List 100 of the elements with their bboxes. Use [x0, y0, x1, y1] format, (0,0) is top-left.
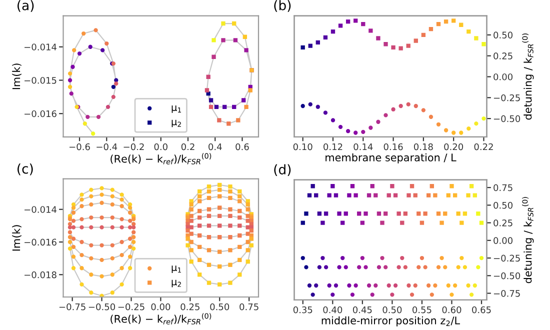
point [370, 292, 374, 297]
y2-tick-label: 0.50 [494, 202, 512, 209]
y2-tick-label: −0.50 [494, 115, 520, 122]
point [430, 184, 434, 188]
point [476, 212, 480, 216]
point [304, 265, 308, 270]
point [472, 193, 477, 198]
point [456, 212, 460, 216]
y-tick-label: −0.018 [24, 271, 56, 278]
point [337, 212, 342, 216]
point [476, 265, 480, 270]
chart-title: (c) [18, 164, 33, 176]
point [304, 212, 308, 216]
point [324, 265, 328, 270]
y2-tick-label: 0.25 [494, 52, 512, 60]
y-axis-title: Im(k) [12, 64, 22, 90]
point [380, 220, 384, 225]
point [400, 256, 404, 260]
y-tick-label: −0.016 [24, 110, 56, 118]
y2-tick-label: 0.00 [494, 237, 512, 244]
line-series [69, 30, 117, 134]
y-tick-label: −0.014 [24, 206, 56, 213]
point [340, 256, 345, 260]
x-tick-label: 0.75 [240, 303, 258, 310]
point [410, 292, 414, 297]
point [456, 265, 460, 270]
x-tick-label: 0.25 [180, 303, 200, 310]
x-tick-label: 0.60 [442, 306, 462, 314]
x-tick-label: −0.6 [70, 143, 90, 150]
point [340, 220, 345, 225]
x-tick-label: 0.35 [293, 306, 312, 314]
legend-label: μ$_{2}$ [172, 120, 181, 128]
y2-tick-label: 0.25 [494, 220, 512, 226]
x-axis-title: middle-mirror position z$_{2}$/L [322, 316, 460, 326]
y-axis-title: Im(k) [12, 225, 22, 251]
point [320, 256, 325, 260]
x-tick-label: −0.2 [124, 143, 144, 150]
point [366, 283, 372, 288]
point [384, 212, 388, 216]
point [466, 193, 470, 198]
point [320, 220, 325, 225]
point [354, 283, 358, 288]
point [374, 193, 378, 198]
x-tick-label: 0.55 [412, 306, 432, 314]
point [403, 265, 408, 270]
point [366, 193, 372, 198]
point [426, 283, 431, 288]
x-tick-label: −0.75 [59, 303, 86, 310]
x-tick-label: 0.2 [181, 143, 194, 150]
x-tick-label: 0.18 [414, 143, 433, 150]
point [347, 193, 352, 198]
x-tick-label: 0.65 [472, 306, 491, 314]
point [410, 184, 414, 188]
point [380, 256, 384, 260]
y-tick-label: −0.016 [24, 238, 56, 246]
y-tick-label: −0.014 [24, 44, 56, 50]
point [462, 212, 468, 216]
point [314, 193, 318, 198]
chart-title: (d) [274, 164, 291, 176]
point [466, 283, 470, 288]
point [396, 212, 401, 216]
point [443, 212, 448, 216]
point [344, 265, 348, 270]
point [350, 292, 355, 297]
point [310, 184, 315, 188]
y2-tick-label: −0.25 [494, 254, 520, 262]
point [413, 283, 418, 288]
x-axis-title: membrane separation / L [326, 153, 456, 164]
y2-tick-label: 0.75 [494, 184, 512, 192]
x-tick-label: 0.22 [474, 143, 493, 150]
y2-axis-title: detuning / k$_{FSR}$$^{(0)}$ [522, 197, 534, 284]
point [307, 193, 312, 198]
point [406, 193, 411, 198]
point [440, 220, 444, 225]
point [350, 184, 355, 188]
x-tick-label: 0.20 [444, 143, 464, 150]
point [310, 292, 315, 297]
x-tick-label: 0.00 [151, 303, 170, 310]
point [347, 283, 352, 288]
x-tick-label: 0.10 [293, 143, 312, 150]
y2-tick-label: 0.50 [494, 32, 512, 38]
point [68, 78, 72, 82]
point [324, 212, 328, 216]
point [433, 193, 438, 198]
point [317, 212, 322, 216]
chart-title: (a) [18, 0, 34, 12]
x-tick-label: 0.12 [324, 143, 342, 150]
point [376, 212, 382, 216]
x-tick-label: 0.40 [323, 306, 342, 314]
legend-label: μ$_{1}$ [172, 106, 181, 113]
point [314, 283, 318, 288]
point [430, 292, 434, 297]
point [436, 212, 441, 216]
point [384, 265, 388, 270]
point [317, 265, 322, 270]
x-tick-label: 0.50 [382, 306, 402, 314]
point [433, 283, 438, 288]
point [443, 265, 448, 270]
point [376, 265, 382, 270]
point [354, 193, 358, 198]
